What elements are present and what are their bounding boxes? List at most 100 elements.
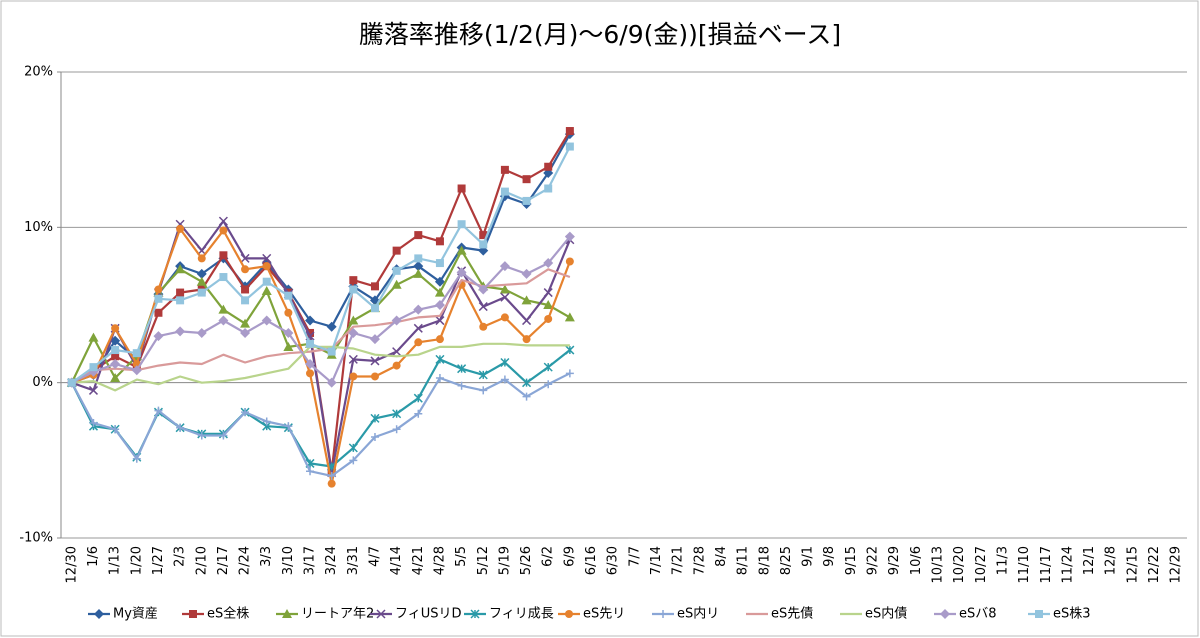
x-tick-label: 9/22 <box>866 546 881 575</box>
marker <box>283 327 294 338</box>
marker <box>478 370 488 380</box>
x-tick-label: 2/17 <box>216 546 231 575</box>
legend-marker <box>94 609 104 619</box>
marker <box>392 266 401 275</box>
x-tick-label: 4/21 <box>411 546 426 575</box>
x-tick-label: 12/29 <box>1169 546 1184 583</box>
legend-label: eS全株 <box>207 606 249 622</box>
series-line <box>70 372 571 477</box>
marker <box>500 292 510 302</box>
x-tick-label: 10/20 <box>952 546 967 583</box>
marker <box>241 296 250 305</box>
marker <box>522 378 532 388</box>
marker <box>349 285 358 294</box>
marker <box>392 246 401 255</box>
x-tick-label: 3/24 <box>324 546 339 575</box>
legend-label: リートア年2 <box>301 607 374 622</box>
x-tick-label: 5/26 <box>519 546 534 575</box>
marker <box>89 363 98 372</box>
marker <box>306 369 315 378</box>
legend-marker <box>376 609 386 619</box>
marker <box>479 231 488 240</box>
marker <box>479 322 488 331</box>
marker <box>176 224 185 233</box>
marker <box>262 417 271 426</box>
marker <box>196 327 207 338</box>
series-markers <box>67 142 574 387</box>
x-tick-label: 4/7 <box>367 546 382 567</box>
marker <box>218 304 229 314</box>
marker <box>500 187 509 196</box>
marker <box>522 175 531 184</box>
x-tick-label: 9/8 <box>822 546 837 567</box>
legend-label: eS内債 <box>865 606 907 622</box>
legend-label: eS先債 <box>771 607 813 622</box>
marker <box>196 268 207 279</box>
marker <box>153 331 164 342</box>
marker <box>392 361 401 370</box>
y-tick-label: 20% <box>24 65 53 80</box>
marker <box>284 291 293 300</box>
legend-marker <box>940 609 950 619</box>
marker <box>241 408 250 417</box>
marker <box>218 216 228 226</box>
marker <box>413 268 424 278</box>
marker <box>262 253 272 263</box>
marker <box>522 196 531 205</box>
marker <box>197 431 206 440</box>
marker <box>370 356 380 366</box>
marker <box>500 165 509 174</box>
marker <box>176 423 185 432</box>
x-tick-label: 7/14 <box>649 546 664 575</box>
marker <box>457 184 466 193</box>
marker <box>284 308 293 317</box>
x-tick-label: 5/19 <box>497 546 512 575</box>
marker <box>435 374 444 383</box>
marker <box>500 357 510 368</box>
marker <box>197 254 206 263</box>
marker <box>175 264 186 274</box>
x-tick-label: 11/24 <box>1060 546 1075 583</box>
marker <box>435 316 445 326</box>
x-tick-label: 2/3 <box>173 546 188 567</box>
marker <box>370 304 379 313</box>
x-tick-label: 8/18 <box>757 546 772 575</box>
marker <box>391 279 402 289</box>
x-tick-label: 1/27 <box>151 546 166 575</box>
marker <box>370 282 379 291</box>
marker <box>434 300 445 310</box>
marker <box>240 327 251 338</box>
x-tick-label: 11/3 <box>995 546 1010 575</box>
marker <box>370 372 379 381</box>
marker <box>306 328 315 337</box>
marker <box>110 373 121 383</box>
x-tick-label: 9/15 <box>844 546 859 575</box>
series-line <box>71 236 571 384</box>
x-tick-label: 5/5 <box>454 546 469 567</box>
marker <box>284 422 293 431</box>
marker <box>392 409 402 419</box>
marker <box>435 354 445 364</box>
marker <box>154 308 163 317</box>
marker <box>499 261 510 272</box>
legend-marker <box>1035 610 1043 618</box>
x-tick-label: 1/20 <box>129 546 144 575</box>
chart-title: 騰落率推移(1/2(月)〜6/9(金))[損益ベース] <box>359 20 841 49</box>
x-tick-label: 8/4 <box>714 546 729 567</box>
x-tick-label: 12/1 <box>1082 546 1097 575</box>
marker <box>413 323 423 333</box>
legend-label: フィUSリD <box>395 607 462 622</box>
marker <box>110 359 121 370</box>
x-tick-label: 3/17 <box>303 546 318 575</box>
marker <box>349 456 358 465</box>
marker <box>413 393 423 403</box>
x-tick-label: 4/28 <box>432 546 447 575</box>
x-tick-label: 4/14 <box>389 546 404 575</box>
legend-label: フィリ成長 <box>489 607 554 622</box>
marker <box>544 314 553 323</box>
x-tick-label: 2/24 <box>238 546 253 575</box>
marker <box>327 479 336 488</box>
x-tick-label: 10/13 <box>930 546 945 583</box>
